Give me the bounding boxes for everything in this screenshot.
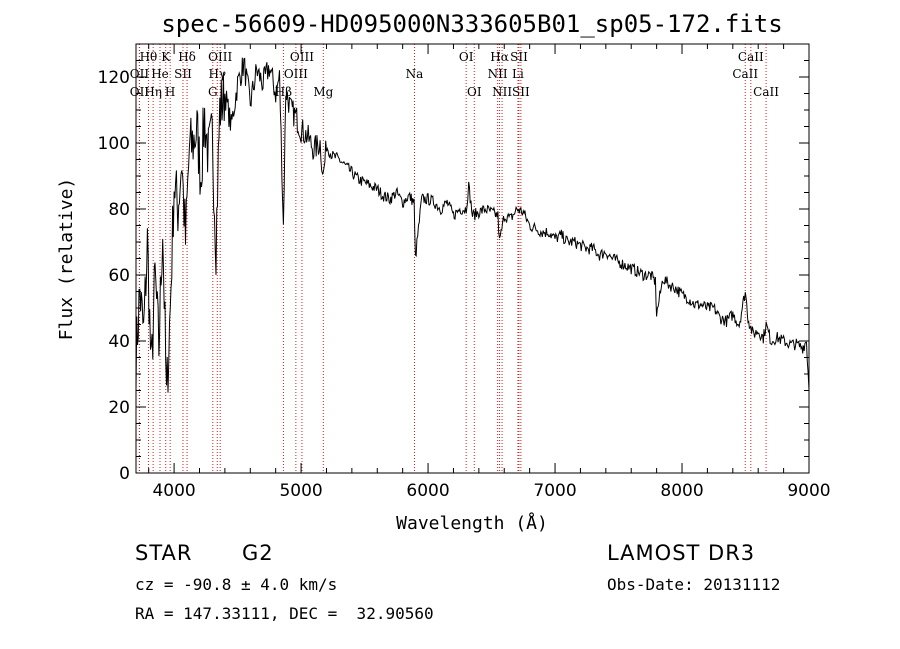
line-marker-label: Hη [144, 85, 162, 99]
x-tick-label: 6000 [406, 481, 449, 501]
y-tick-label: 20 [108, 398, 130, 418]
y-tick-label: 40 [108, 332, 130, 352]
y-tick-label: 60 [108, 266, 130, 286]
x-tick-label: 8000 [660, 481, 703, 501]
object-subclass: G2 [242, 541, 274, 565]
line-marker-label: Hβ [275, 85, 292, 99]
plot-frame [135, 43, 810, 474]
line-marker-label: Hγ [208, 67, 226, 81]
x-tick-label: 4000 [152, 481, 195, 501]
line-marker-label: OIII [208, 50, 232, 64]
survey-release: LAMOST DR3 [607, 541, 756, 565]
y-tick-label: 0 [119, 464, 130, 484]
line-marker-label: SII [510, 50, 528, 64]
line-marker-label: OIII [290, 50, 314, 64]
line-marker-label: OII [130, 67, 150, 81]
y-tick-label: 100 [98, 134, 130, 154]
line-marker-label: NII [492, 85, 512, 99]
line-marker-label: OI [459, 50, 474, 64]
line-marker-label: Hδ [178, 50, 196, 64]
line-marker-label: G [208, 85, 218, 99]
line-marker-label: H [165, 85, 175, 99]
line-marker-label: NII [488, 67, 508, 81]
y-tick-label: 120 [98, 68, 130, 88]
x-tick-label: 7000 [533, 481, 576, 501]
object-class: STAR [135, 541, 193, 565]
x-axis-label: Wavelength (Å) [396, 512, 548, 534]
y-axis-label: Flux (relative) [56, 178, 77, 341]
line-marker-label: SII [512, 85, 530, 99]
line-marker-label: OII [130, 85, 150, 99]
y-tick-label: 80 [108, 200, 130, 220]
line-marker-label: Hθ [140, 50, 158, 64]
spectrum-series-line [135, 57, 810, 393]
y-axis-ticks: 0 20 40 60 80 100 120 [98, 43, 809, 484]
line-marker-label: Na [406, 67, 424, 81]
sky-coordinates: RA = 147.33111, DEC = 32.90560 [135, 604, 434, 623]
line-marker-label: K [161, 50, 171, 64]
line-markers [138, 44, 767, 473]
x-axis-ticks: 4000 5000 6000 7000 8000 9000 [148, 44, 831, 501]
chart-title: spec-56609-HD095000N333605B01_sp05-172.f… [161, 10, 782, 38]
line-marker-label: CaII [753, 85, 779, 99]
line-marker-label: CaII [732, 67, 758, 81]
x-tick-label: 5000 [279, 481, 322, 501]
line-marker-label: OIII [284, 67, 308, 81]
line-marker-label: CaII [738, 50, 764, 64]
line-marker-label: Li [512, 67, 524, 81]
line-marker-label: SII [174, 67, 192, 81]
line-marker-label: OI [467, 85, 482, 99]
observation-date: Obs-Date: 20131112 [607, 575, 781, 594]
line-marker-label: He [151, 67, 169, 81]
x-tick-label: 9000 [787, 481, 830, 501]
line-marker-label: Hα [490, 50, 509, 64]
redshift-velocity: cz = -90.8 ± 4.0 km/s [135, 575, 338, 594]
line-marker-label: Mg [313, 85, 333, 99]
